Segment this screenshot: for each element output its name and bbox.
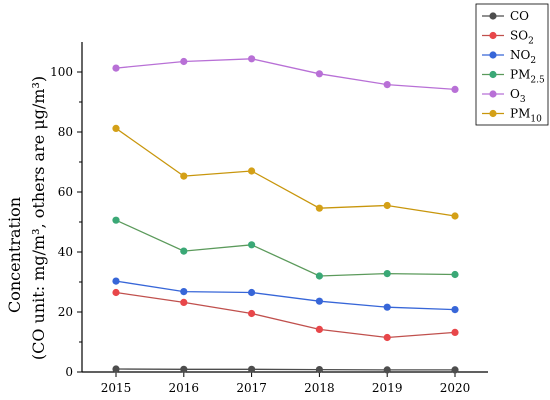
- y-tick-label: 80: [58, 125, 73, 139]
- data-point-co: [112, 365, 120, 373]
- data-point-pm10: [248, 167, 256, 175]
- data-point-so2: [315, 325, 323, 333]
- data-point-o3: [315, 70, 323, 78]
- data-point-no2: [383, 303, 391, 311]
- legend-marker: [489, 31, 497, 40]
- data-point-pm10: [112, 124, 120, 132]
- data-point-so2: [451, 328, 459, 336]
- y-axis-title: Concentration (CO unit: mg/m³, others ar…: [5, 76, 48, 360]
- legend-label: SO2: [510, 29, 534, 47]
- legend-marker: [489, 109, 497, 118]
- x-tick-label: 2017: [236, 381, 267, 395]
- data-point-o3: [451, 85, 459, 93]
- legend-label: NO2: [510, 48, 536, 66]
- series-pm25: [112, 216, 459, 280]
- data-point-co: [180, 365, 188, 373]
- x-tick-label: 2015: [101, 381, 132, 395]
- data-point-no2: [248, 288, 256, 297]
- legend-marker: [489, 90, 497, 98]
- data-point-o3: [180, 57, 188, 66]
- legend-marker: [489, 51, 497, 59]
- series-no2: [112, 277, 459, 314]
- data-point-no2: [315, 297, 323, 305]
- data-point-pm25: [112, 216, 120, 224]
- data-point-so2: [248, 309, 256, 318]
- data-point-pm10: [451, 212, 459, 220]
- data-point-pm25: [383, 270, 391, 278]
- legend-item-pm25: PM2.5: [482, 68, 545, 86]
- legend-box: [475, 3, 549, 126]
- data-point-pm10: [180, 172, 188, 180]
- y-axis-title-line1: Concentration: [5, 197, 24, 313]
- data-point-pm10: [315, 204, 323, 212]
- x-tick-label: 2018: [304, 381, 335, 395]
- x-tick-label: 2020: [440, 381, 471, 395]
- legend-item-o3: O3: [482, 87, 526, 105]
- series-o3: [112, 55, 459, 93]
- data-point-co: [315, 366, 323, 374]
- data-point-so2: [383, 333, 391, 342]
- series-line-no2: [115, 280, 456, 311]
- data-point-co: [451, 366, 459, 374]
- legend-label: CO: [510, 9, 529, 23]
- y-tick-label: 0: [65, 365, 73, 379]
- series-layer: [112, 55, 459, 374]
- data-point-pm10: [383, 201, 391, 210]
- series-so2: [112, 288, 459, 342]
- x-tick-label: 2016: [169, 381, 200, 395]
- data-point-no2: [180, 288, 188, 296]
- legend-item-so2: SO2: [482, 29, 534, 47]
- legend-item-pm10: PM10: [482, 107, 542, 125]
- legend-item-co: CO: [482, 9, 529, 23]
- series-line-co: [115, 368, 455, 371]
- series-pm10: [112, 124, 459, 220]
- data-point-no2: [451, 306, 459, 314]
- axes: 0 20 40 60 80 100 2015 2016 2017 2018 2019 2020: [50, 42, 488, 395]
- x-tick-label: 2019: [372, 381, 403, 395]
- data-point-o3: [248, 55, 256, 63]
- legend-marker: [489, 12, 497, 20]
- series-co: [112, 365, 459, 374]
- data-point-pm25: [248, 241, 256, 249]
- series-line-o3: [115, 58, 456, 91]
- data-point-pm25: [180, 247, 188, 255]
- series-line-pm10: [115, 127, 456, 217]
- data-point-pm25: [451, 270, 459, 279]
- data-point-no2: [112, 277, 120, 285]
- y-tick-label: 20: [58, 305, 73, 319]
- data-point-so2: [180, 298, 188, 306]
- series-line-so2: [115, 291, 456, 339]
- y-tick-label: 60: [58, 185, 73, 199]
- legend-label: PM10: [510, 107, 542, 125]
- legend-item-no2: NO2: [482, 48, 536, 66]
- legend-label: PM2.5: [510, 68, 545, 86]
- legend-label: O3: [510, 87, 526, 105]
- data-point-co: [248, 365, 256, 373]
- data-point-pm25: [315, 272, 323, 280]
- data-point-o3: [112, 64, 120, 72]
- series-line-pm25: [115, 219, 456, 277]
- data-point-o3: [383, 81, 391, 89]
- y-tick-label: 100: [50, 65, 73, 79]
- y-tick-label: 40: [58, 245, 73, 259]
- data-point-so2: [112, 288, 120, 297]
- y-axis-title-line2: (CO unit: mg/m³, others are μg/m³): [29, 76, 48, 360]
- data-point-co: [383, 366, 391, 374]
- legend-marker: [489, 70, 497, 79]
